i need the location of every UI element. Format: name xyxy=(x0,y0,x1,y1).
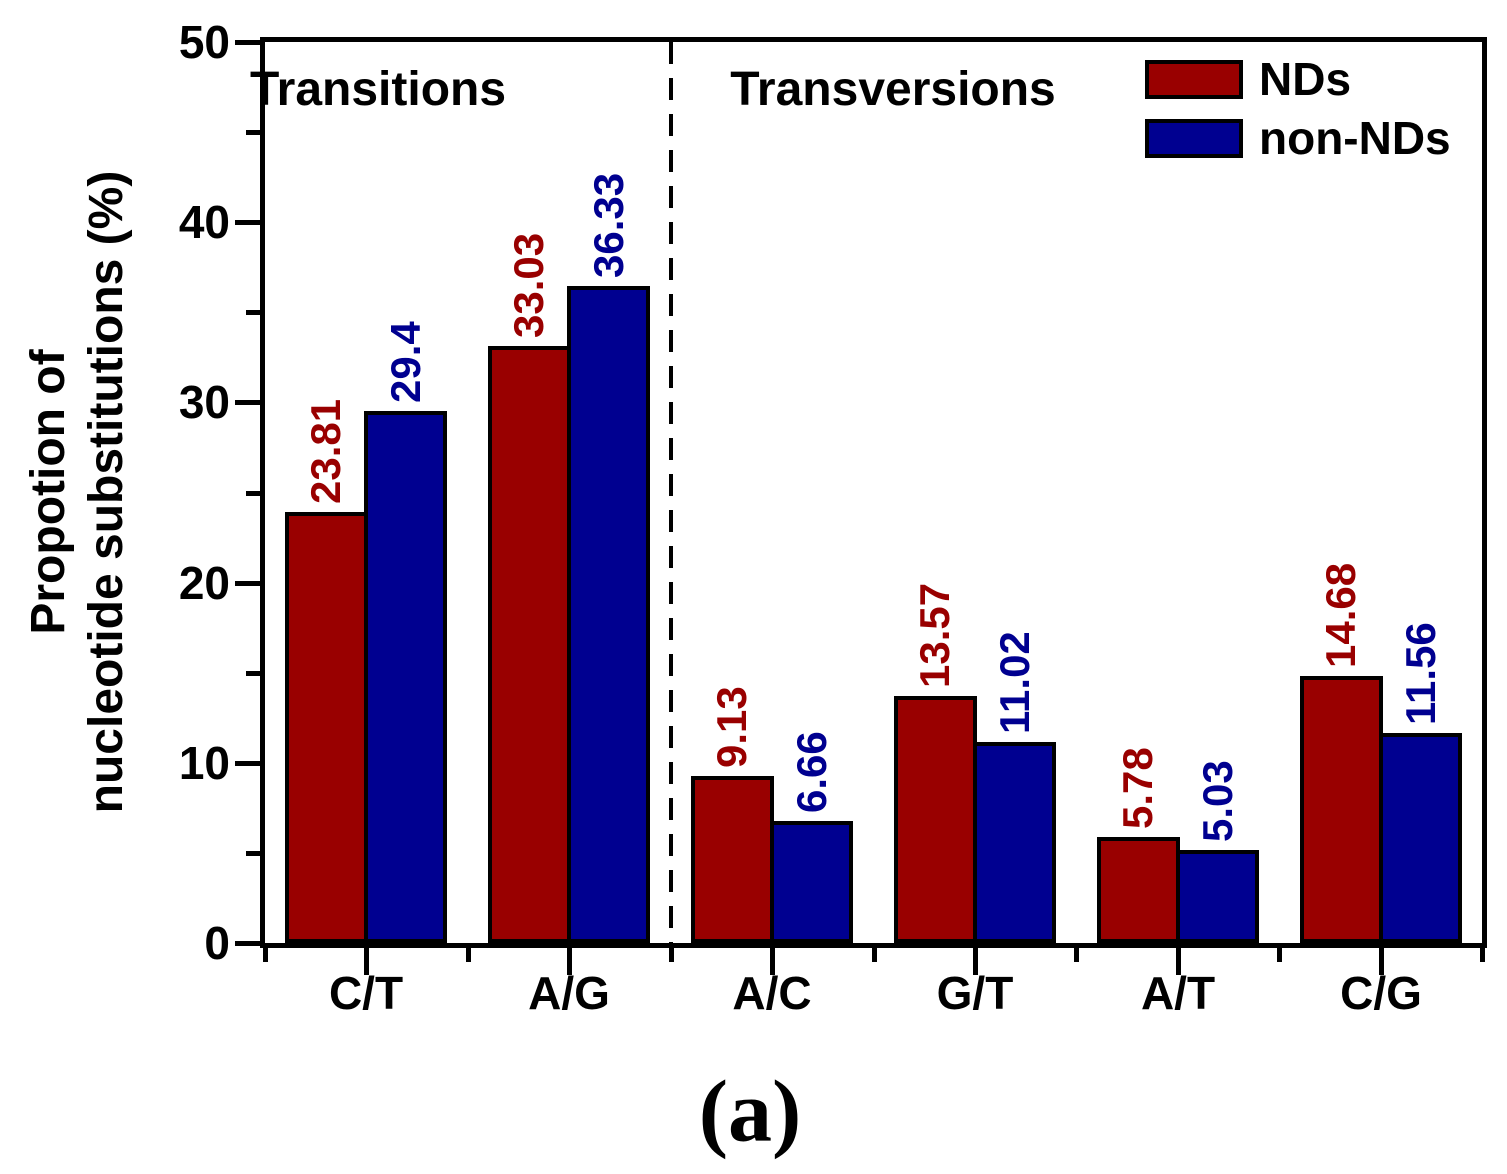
figure-caption: (a) xyxy=(698,1063,802,1161)
y-axis-major-tick xyxy=(235,761,260,766)
bar-a-g-nds xyxy=(488,346,571,943)
bar-a-t-non-nds xyxy=(1176,850,1259,943)
x-axis-category-label-a-c: A/C xyxy=(732,967,812,1019)
bar-g-t-nds xyxy=(894,696,977,943)
y-axis-minor-tick xyxy=(246,491,260,496)
x-axis-minor-tick xyxy=(669,945,674,962)
bar-c-g-nds xyxy=(1300,676,1383,943)
x-axis-category-label-a-t: A/T xyxy=(1140,967,1216,1019)
bar-value-label-g-t-non-nds: 11.02 xyxy=(991,631,1038,734)
x-axis-category-label-c-t: C/T xyxy=(328,967,404,1019)
bar-c-g-non-nds xyxy=(1379,733,1462,943)
bar-value-label-a-t-nds: 5.78 xyxy=(1114,747,1161,829)
y-axis-tick-label: 20 xyxy=(178,557,230,609)
region-divider-dashed-line xyxy=(669,42,673,943)
bar-a-c-non-nds xyxy=(770,821,853,943)
x-axis-category-label-c-g: C/G xyxy=(1340,967,1422,1019)
bar-g-t-non-nds xyxy=(973,742,1056,943)
x-axis-major-tick xyxy=(1379,945,1384,975)
transversions-region-label: Transversions xyxy=(730,63,1056,116)
x-axis-minor-tick xyxy=(1074,945,1079,962)
bar-value-label-a-t-non-nds: 5.03 xyxy=(1194,760,1241,842)
bar-value-label-a-g-non-nds: 36.33 xyxy=(585,172,632,278)
y-axis-major-tick xyxy=(235,941,260,946)
legend-item-nds: NDs xyxy=(1145,53,1451,105)
bar-value-label-a-g-nds: 33.03 xyxy=(505,232,552,338)
x-axis-category-label-a-g: A/G xyxy=(528,967,610,1019)
x-axis-major-tick xyxy=(364,945,369,975)
y-axis-major-tick xyxy=(235,220,260,225)
x-axis-minor-tick xyxy=(872,945,877,962)
x-axis-minor-tick xyxy=(1480,945,1485,962)
bar-value-label-c-g-nds: 14.68 xyxy=(1317,562,1364,668)
x-axis-major-tick xyxy=(770,945,775,975)
y-axis-tick-label: 0 xyxy=(204,917,230,969)
y-axis-major-tick xyxy=(235,400,260,405)
bar-c-t-non-nds xyxy=(364,411,447,943)
bar-value-label-c-t-nds: 23.81 xyxy=(302,398,349,504)
x-axis-minor-tick xyxy=(466,945,471,962)
bar-value-label-c-t-non-nds: 29.4 xyxy=(382,321,429,403)
x-axis-major-tick xyxy=(567,945,572,975)
legend-label-non-nds: non-NDs xyxy=(1259,112,1451,164)
transitions-region-label: Transitions xyxy=(249,63,507,116)
y-axis-title-line2: nucleotide substitutions (%) xyxy=(80,170,133,814)
bar-value-label-g-t-nds: 13.57 xyxy=(911,582,958,688)
y-axis-title: Propotion of nucleotide substitutions (%… xyxy=(20,171,136,814)
y-axis-major-tick xyxy=(235,581,260,586)
legend-swatch-non-nds xyxy=(1145,118,1243,158)
y-axis-title-line1: Propotion of xyxy=(22,349,75,635)
legend-item-non-nds: non-NDs xyxy=(1145,112,1451,164)
bar-value-label-a-c-nds: 9.13 xyxy=(708,686,755,768)
x-axis-major-tick xyxy=(1176,945,1181,975)
bar-value-label-c-g-non-nds: 11.56 xyxy=(1397,622,1444,725)
bar-a-t-nds xyxy=(1097,837,1180,943)
legend: NDs non-NDs xyxy=(1145,53,1451,176)
bar-a-c-nds xyxy=(691,776,774,943)
bar-a-g-non-nds xyxy=(567,286,650,943)
y-axis-minor-tick xyxy=(246,310,260,315)
y-axis-major-tick xyxy=(235,40,260,45)
y-axis-tick-label: 50 xyxy=(178,16,230,68)
legend-label-nds: NDs xyxy=(1259,53,1352,105)
y-axis-tick-label: 10 xyxy=(178,737,230,789)
x-axis-major-tick xyxy=(973,945,978,975)
y-axis-minor-tick xyxy=(246,851,260,856)
x-axis-minor-tick xyxy=(263,945,268,962)
legend-swatch-nds xyxy=(1145,59,1243,99)
x-axis-category-label-g-t: G/T xyxy=(936,967,1014,1019)
x-axis-minor-tick xyxy=(1277,945,1282,962)
bar-c-t-nds xyxy=(285,512,368,943)
bar-value-label-a-c-non-nds: 6.66 xyxy=(788,731,835,813)
y-axis-minor-tick xyxy=(246,671,260,676)
y-axis-minor-tick xyxy=(246,130,260,135)
y-axis-tick-label: 40 xyxy=(178,196,230,248)
y-axis-tick-label: 30 xyxy=(178,376,230,428)
